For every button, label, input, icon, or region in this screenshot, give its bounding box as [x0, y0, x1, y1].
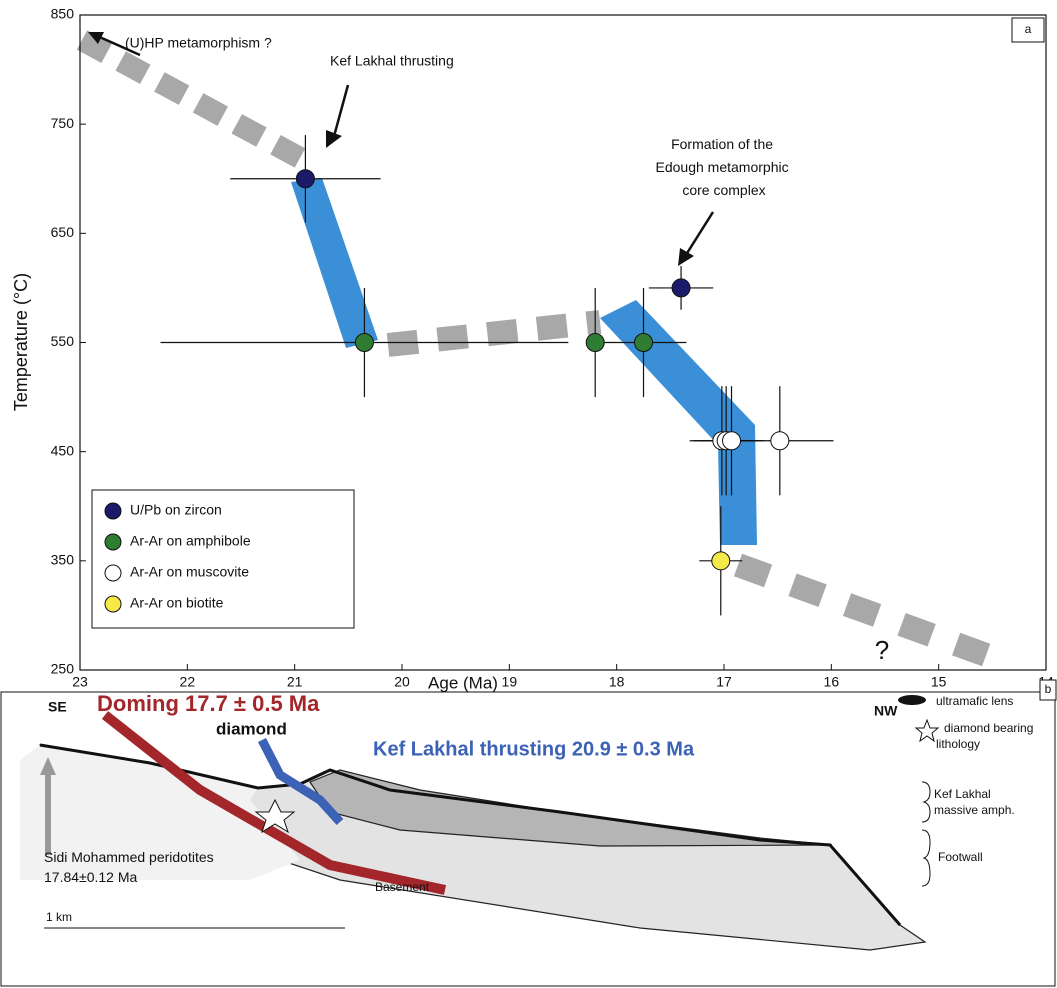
point: [771, 432, 789, 450]
y-tick-label: 850: [51, 6, 75, 22]
x-tick-label: 19: [502, 674, 518, 690]
legend-marker: [105, 565, 121, 581]
y-tick-label: 750: [51, 115, 75, 131]
legend-label: Ar-Ar on biotite: [130, 595, 224, 611]
legend-line: lithology: [936, 737, 980, 751]
unit-line: Kef Lakhal: [934, 787, 991, 801]
arrow: [684, 212, 713, 258]
gray-trend: [388, 322, 600, 345]
label: SE: [48, 699, 67, 715]
point: [712, 552, 730, 570]
annotation: (U)HP metamorphism ?: [125, 35, 272, 51]
label-line: Sidi Mohammed peridotites: [44, 849, 214, 865]
point: [355, 334, 373, 352]
scale-label: 1 km: [46, 910, 72, 924]
unit-label: Kef Lakhal massive amph.: [934, 787, 1015, 817]
label: diamond: [216, 719, 287, 738]
label: Kef Lakhal thrusting 20.9 ± 0.3 Ma: [373, 738, 695, 760]
x-tick-label: 17: [716, 674, 732, 690]
legend-label: Ar-Ar on muscovite: [130, 564, 249, 580]
annotation: ?: [875, 635, 889, 665]
legend-label: ultramafic lens: [936, 694, 1013, 708]
legend-marker: [105, 503, 121, 519]
blue-band: [600, 300, 757, 545]
x-tick-label: 21: [287, 674, 303, 690]
panel-label: b: [1045, 682, 1052, 696]
point: [296, 170, 314, 188]
brace: [922, 830, 930, 886]
y-tick-label: 650: [51, 224, 75, 240]
arrowhead: [678, 248, 694, 266]
point: [586, 334, 604, 352]
arrow: [333, 85, 348, 140]
legend-marker: [105, 534, 121, 550]
label: Doming 17.7 ± 0.5 Ma: [97, 691, 320, 716]
y-tick-label: 450: [51, 442, 75, 458]
annotation: Kef Lakhal thrusting: [330, 53, 454, 69]
y-tick-label: 550: [51, 333, 75, 349]
gray-trend: [82, 40, 300, 158]
point: [635, 334, 653, 352]
gray-trend: [738, 565, 1000, 660]
label-line: 17.84±0.12 Ma: [44, 869, 138, 885]
panel-label: a: [1025, 22, 1032, 36]
label: Basement: [375, 880, 430, 894]
x-tick-label: 16: [824, 674, 840, 690]
lens-symbol: [898, 695, 926, 705]
annotation-line: Edough metamorphic: [656, 159, 789, 175]
y-axis-label: Temperature (°C): [11, 273, 31, 411]
legend-label: diamond bearing lithology: [936, 721, 1037, 751]
brace: [922, 782, 930, 822]
legend-label: Ar-Ar on amphibole: [130, 533, 251, 549]
x-tick-label: 20: [394, 674, 410, 690]
x-tick-label: 22: [180, 674, 196, 690]
label: NW: [874, 703, 898, 719]
unit-line: massive amph.: [934, 803, 1015, 817]
y-tick-label: 350: [51, 552, 75, 568]
annotation: Formation of the Edough metamorphic core…: [656, 136, 793, 198]
legend-line: diamond bearing: [944, 721, 1033, 735]
unit-label: Footwall: [938, 850, 983, 864]
point: [672, 279, 690, 297]
x-axis-label: Age (Ma): [428, 673, 498, 692]
x-tick-label: 23: [72, 674, 88, 690]
y-tick-label: 250: [51, 661, 75, 677]
star-symbol: [916, 720, 938, 741]
annotation-line: Formation of the: [671, 136, 773, 152]
legend-marker: [105, 596, 121, 612]
figure: 250 350 450 550 650 750 850 23 22 21 20 19 18 17 16 15 1…: [0, 0, 1057, 988]
cross-section: [1, 680, 1056, 986]
x-tick-label: 18: [609, 674, 625, 690]
point: [723, 432, 741, 450]
legend-label: U/Pb on zircon: [130, 502, 222, 518]
annotation-line: core complex: [682, 182, 765, 198]
x-tick-label: 15: [931, 674, 947, 690]
